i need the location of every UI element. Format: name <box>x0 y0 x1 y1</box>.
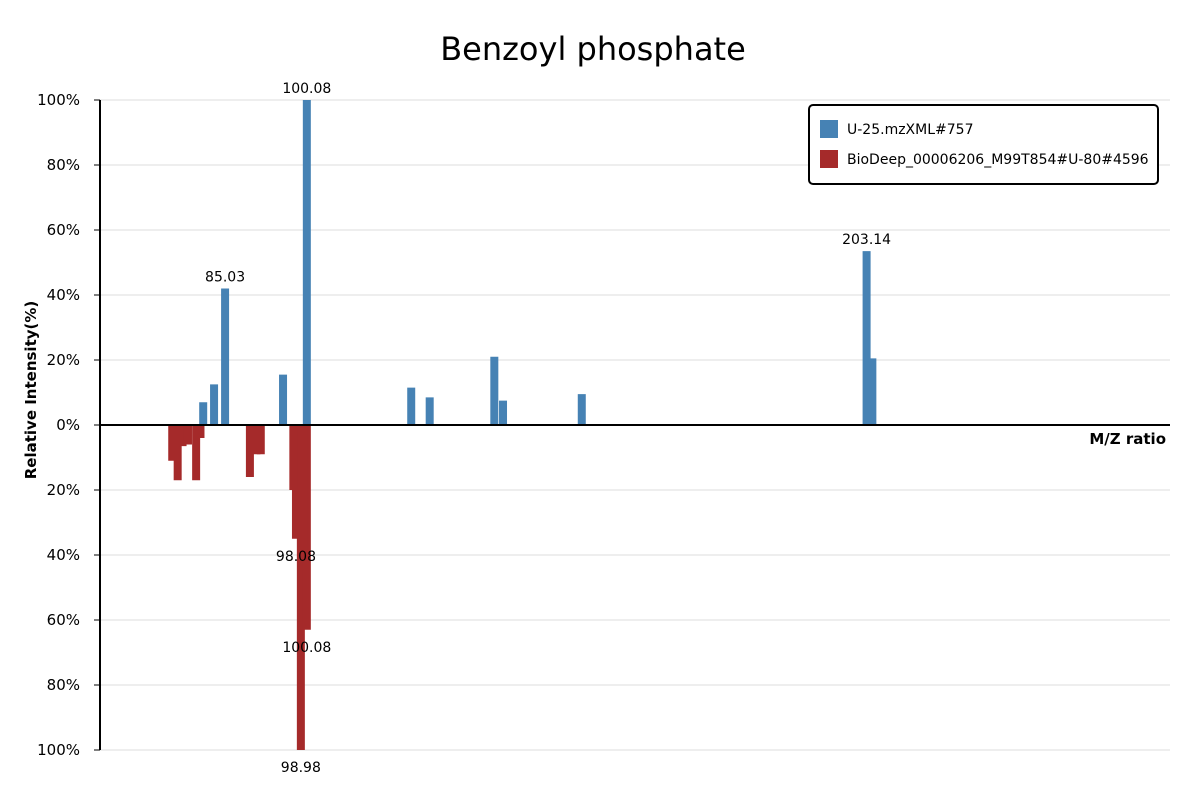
y-tick-label: 100% <box>37 91 80 109</box>
query-peak-bar <box>279 374 288 425</box>
y-tick-label: 60% <box>47 221 80 239</box>
y-tick-label: 60% <box>47 611 80 629</box>
y-tick-label: 80% <box>47 156 80 174</box>
legend-label-reference: BioDeep_00006206_M99T854#U-80#4596 <box>847 152 1149 168</box>
query-peak-bar <box>302 100 311 425</box>
query-peak-bar <box>221 288 230 425</box>
query-peak-bar <box>210 384 219 425</box>
legend-swatch-query <box>820 120 838 138</box>
legend: U-25.mzXML#757 BioDeep_00006206_M99T854#… <box>808 104 1159 185</box>
reference-peak-bar <box>173 425 182 481</box>
x-axis-label: M/Z ratio <box>1089 430 1166 448</box>
query-peak-label: 100.08 <box>282 81 331 97</box>
y-axis-label: Relative Intensity(%) <box>22 301 40 480</box>
reference-peak-bar <box>289 425 298 490</box>
query-peak-bar <box>499 400 508 425</box>
legend-box <box>808 104 1159 185</box>
query-peak-bar <box>862 251 871 425</box>
reference-peak-label: 98.08 <box>276 549 316 565</box>
query-peak-bar <box>425 397 434 425</box>
y-tick-label: 0% <box>56 416 80 434</box>
reference-peak-bar <box>183 425 192 445</box>
reference-peak-bar <box>245 425 254 477</box>
chart-title: Benzoyl phosphate <box>440 30 746 68</box>
reference-peak-bar <box>256 425 265 455</box>
reference-peak-bar <box>299 425 308 555</box>
y-tick-label: 40% <box>47 286 80 304</box>
reference-peak-bar <box>196 425 205 438</box>
bars <box>168 100 877 750</box>
reference-peak-bar <box>168 425 177 461</box>
reference-peak-bar <box>252 425 261 455</box>
query-peak-bar <box>490 356 499 425</box>
legend-swatch-reference <box>820 150 838 168</box>
peak-labels: 85.03 100.08 203.14 98.08 98.98 100.08 <box>205 81 891 776</box>
grid-lines <box>100 99 1170 751</box>
query-peak-bar <box>199 402 208 425</box>
query-peak-label: 203.14 <box>842 232 891 248</box>
query-peak-bar <box>407 387 416 425</box>
axes <box>99 100 1170 750</box>
y-tick-label: 20% <box>47 351 80 369</box>
y-tick-label: 100% <box>37 741 80 759</box>
reference-peak-label: 100.08 <box>282 640 331 656</box>
reference-peak-bar <box>192 425 201 481</box>
reference-peak-bar <box>178 425 187 447</box>
y-tick-label: 40% <box>47 546 80 564</box>
y-tick-labels: 100% 80% 60% 40% 20% 0% 20% 40% 60% 80% 100% <box>37 91 100 759</box>
legend-label-query: U-25.mzXML#757 <box>847 122 973 138</box>
query-peak-bar <box>577 394 586 425</box>
reference-peak-label: 98.98 <box>281 760 321 776</box>
reference-peak-bar <box>296 425 305 750</box>
y-tick-label: 80% <box>47 676 80 694</box>
query-peak-label: 85.03 <box>205 270 245 286</box>
y-tick-label: 20% <box>47 481 80 499</box>
query-peak-bar <box>868 358 877 425</box>
